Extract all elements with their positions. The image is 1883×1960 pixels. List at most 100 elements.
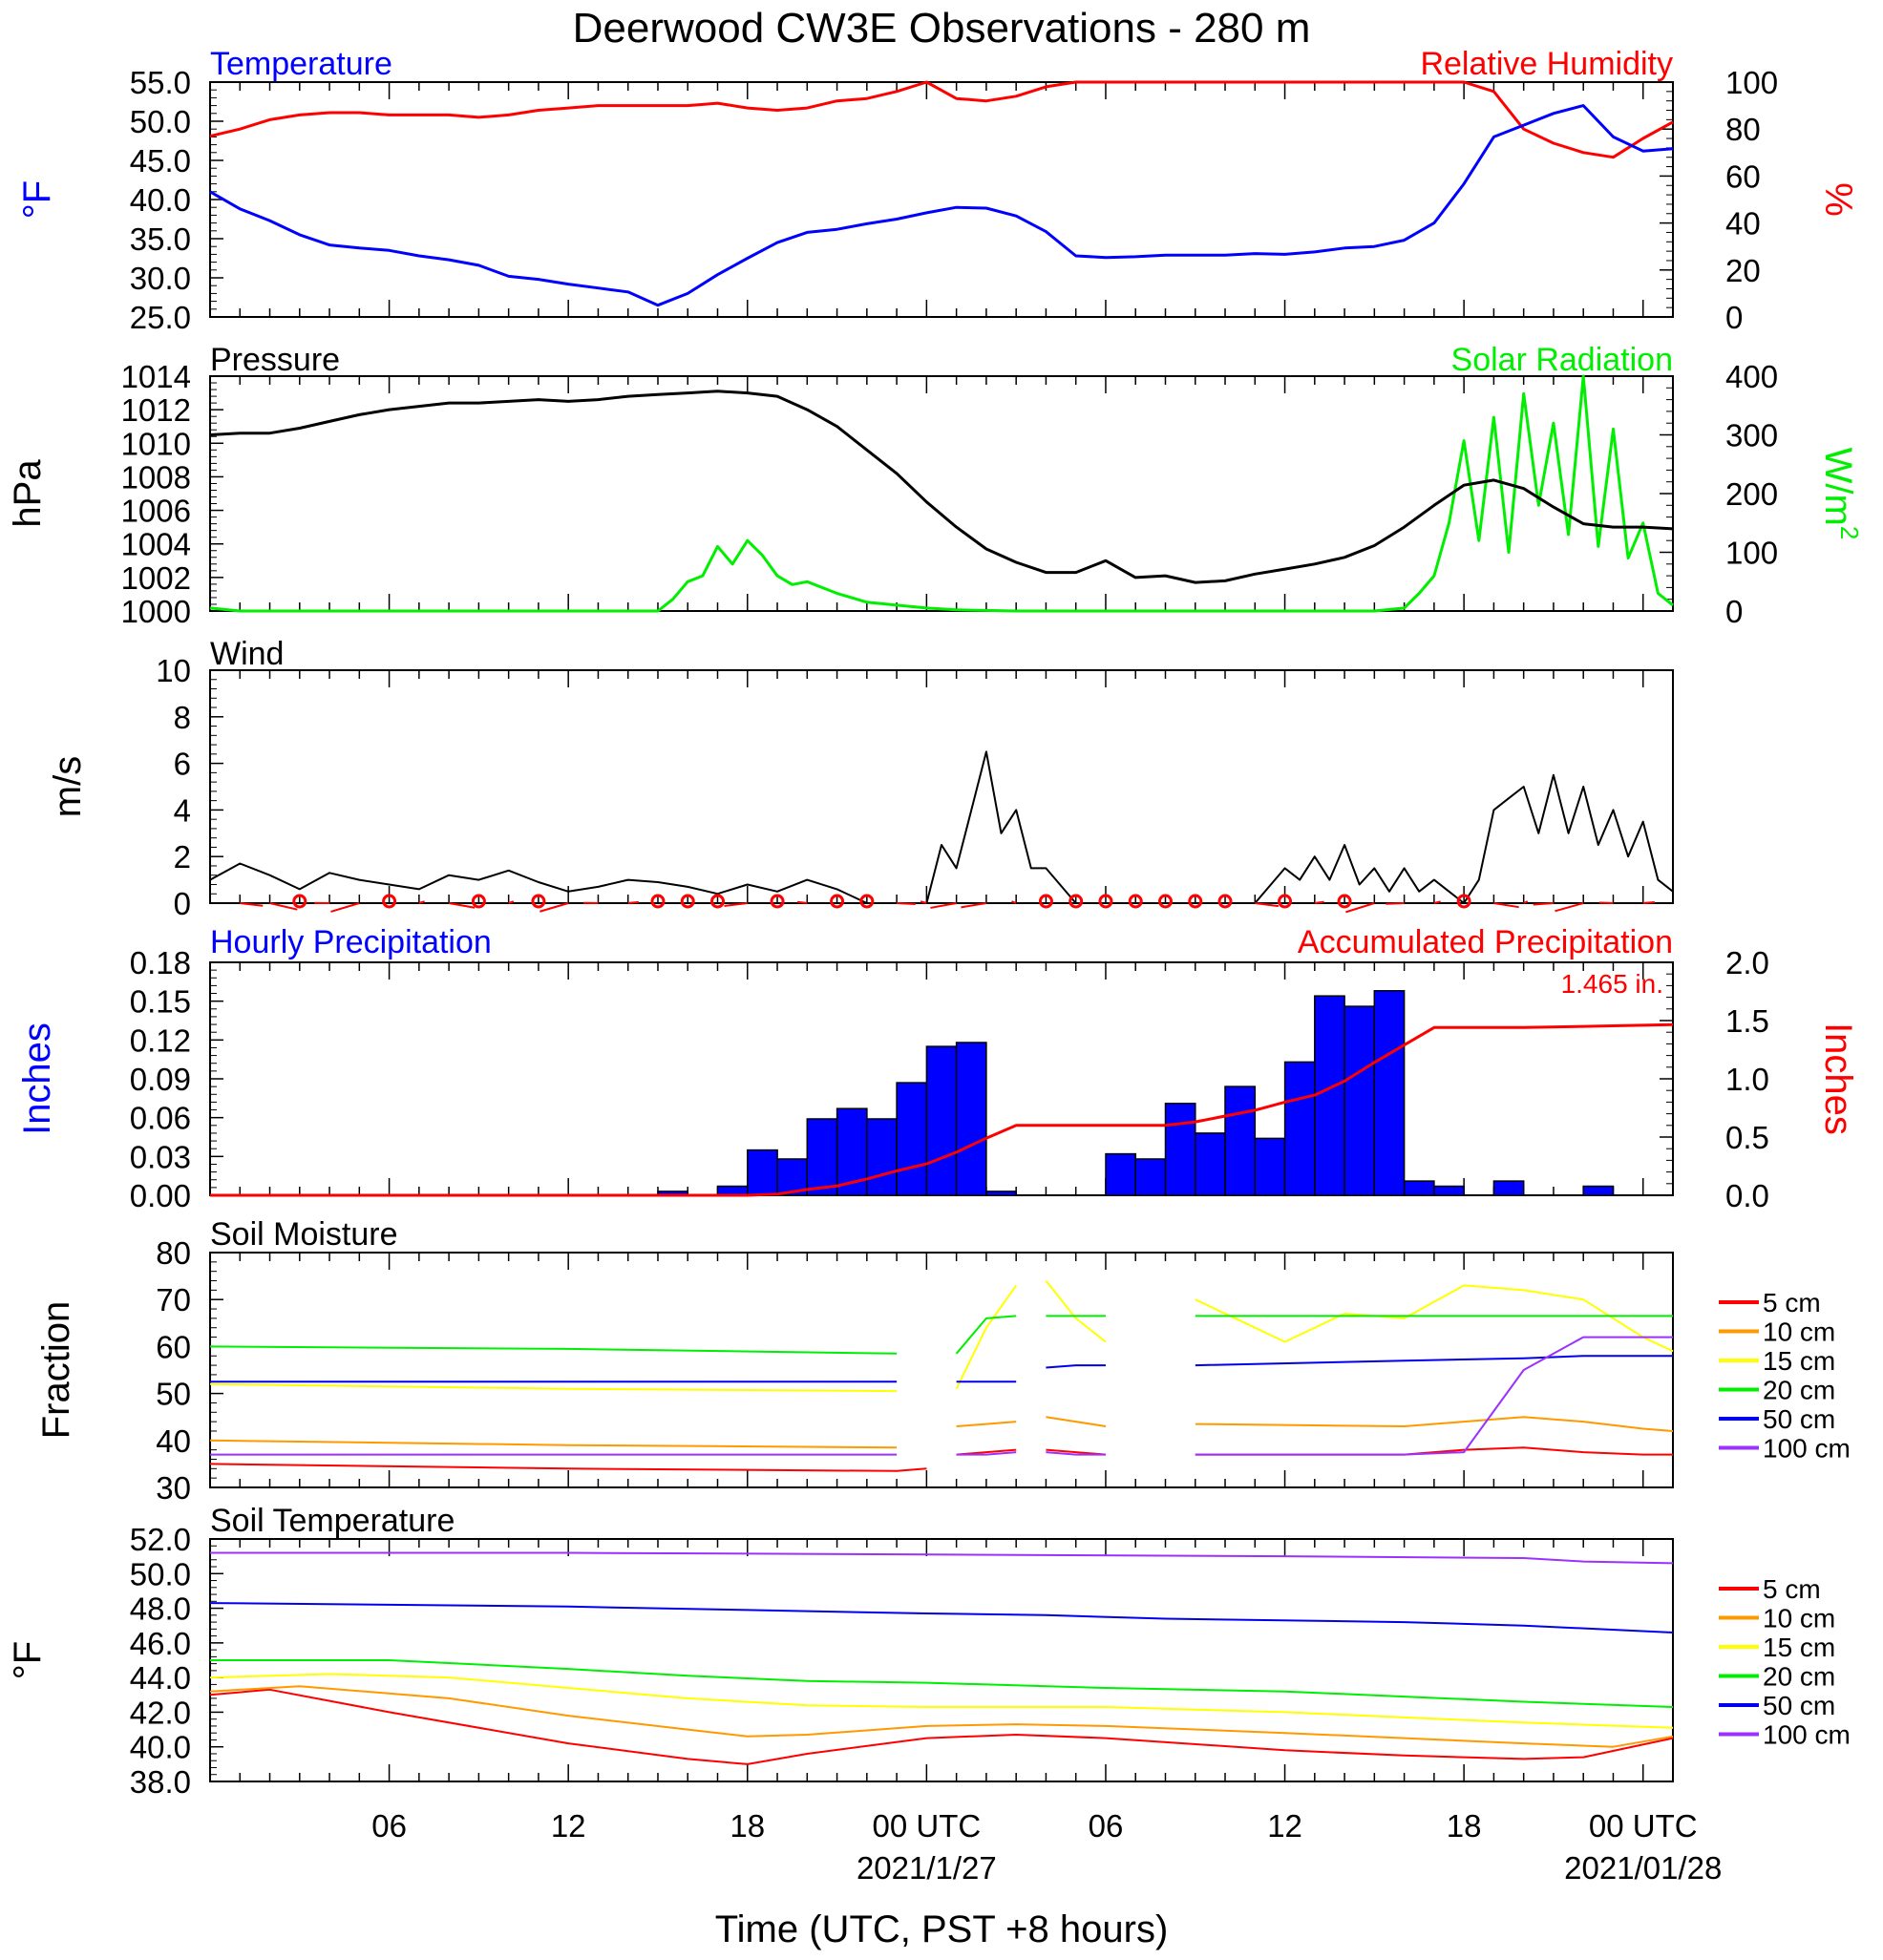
pressure-tick-label: 1010	[121, 426, 191, 461]
pressure-tick-label: 1004	[121, 527, 191, 562]
chart-title: Deerwood CW3E Observations - 280 m	[573, 5, 1311, 52]
hourly-precip-bar	[1582, 1185, 1615, 1196]
accum-precip-tick-label: 1.5	[1725, 1003, 1769, 1039]
wind-barb	[1433, 900, 1441, 904]
soil-moisture-10-cm-line	[209, 1416, 1674, 1449]
wind-barb	[540, 902, 569, 913]
hourly-precip-bar	[955, 1042, 987, 1196]
soil-moisture-15-cm-line	[209, 1279, 1674, 1393]
pressure-tick-label: 1014	[121, 359, 191, 394]
soil-moisture-5-cm-line	[209, 1446, 1673, 1472]
x-tick-label: 06	[1089, 1808, 1124, 1844]
calm-wind-marker	[1068, 894, 1084, 909]
solar-tick-label: 300	[1725, 418, 1778, 453]
solar-label: Solar Radiation	[1451, 342, 1673, 378]
x-date-label: 2021/01/28	[1564, 1850, 1722, 1886]
wind-barb	[330, 902, 360, 913]
accum-precip-tick-label: 2.0	[1725, 945, 1769, 980]
legend-label-50-cm: 50 cm	[1763, 1404, 1835, 1434]
x-date-label: 2021/1/27	[857, 1850, 997, 1886]
calm-wind-marker	[859, 894, 875, 909]
wind-tick-label: 8	[174, 700, 191, 735]
accum-precip-tick-label: 1.0	[1725, 1062, 1769, 1097]
wind-barb	[448, 902, 476, 909]
pressure-tick-label: 1006	[121, 494, 191, 529]
legend-label-15-cm: 15 cm	[1763, 1633, 1835, 1662]
calm-wind-marker	[471, 894, 486, 909]
hourly-precip-label: Hourly Precipitation	[210, 924, 492, 960]
hourly-precip-bar	[866, 1118, 898, 1196]
wind-barb	[961, 902, 987, 909]
hourly-precip-bar	[896, 1082, 928, 1196]
temperature-tick-label: 55.0	[130, 65, 191, 100]
soil-temperature-15-cm-line	[209, 1673, 1674, 1729]
pressure-label: Pressure	[210, 342, 340, 378]
accum-precip-tick-label: 0.0	[1725, 1178, 1769, 1213]
soil-temperature-tick-label: 40.0	[130, 1730, 191, 1765]
humidity-tick-label: 60	[1725, 158, 1761, 194]
pressure-tick-label: 1012	[121, 392, 191, 428]
humidity-tick-label: 80	[1725, 112, 1761, 147]
hourly-precip-bar	[925, 1045, 958, 1196]
solar-unit: W/m2	[1817, 448, 1864, 540]
wind-tick-label: 10	[156, 653, 191, 688]
wind-barb	[920, 900, 927, 904]
x-tick-label: 18	[730, 1808, 765, 1844]
soil-temperature-unit: °F	[7, 1641, 49, 1679]
calm-wind-marker	[382, 894, 397, 909]
hourly-precip-bar	[1433, 1185, 1465, 1196]
x-tick-label: 00 UTC	[1589, 1808, 1698, 1844]
soil-temperature-20-cm-line	[210, 1659, 1674, 1708]
wind-label: Wind	[210, 636, 284, 672]
humidity-label: Relative Humidity	[1420, 46, 1673, 82]
soil-moisture-tick-label: 50	[156, 1377, 191, 1412]
wind-barb	[508, 900, 515, 904]
wind-unit: m/s	[47, 756, 89, 817]
calm-wind-marker	[1098, 894, 1113, 909]
wind-barb	[418, 900, 425, 904]
legend-label-5-cm: 5 cm	[1763, 1288, 1821, 1317]
legend-label-10-cm: 10 cm	[1763, 1604, 1835, 1633]
legend-label-100-cm: 100 cm	[1763, 1434, 1851, 1464]
soil-temperature-tick-label: 44.0	[130, 1660, 191, 1696]
hourly-precip-bar	[1254, 1137, 1286, 1196]
temperature-tick-label: 25.0	[130, 300, 191, 335]
legend-label-10-cm: 10 cm	[1763, 1317, 1835, 1347]
hourly-precip-bar	[1373, 990, 1406, 1196]
hourly-precip-tick-label: 0.03	[130, 1139, 191, 1174]
hourly-precip-bar	[1283, 1061, 1316, 1196]
solar-line	[209, 374, 1674, 613]
soil-moisture-tick-label: 30	[156, 1470, 191, 1506]
soil-moisture-tick-label: 70	[156, 1282, 191, 1317]
solar-tick-label: 0	[1725, 594, 1743, 629]
wind-speed-line	[209, 750, 1674, 904]
calm-wind-marker	[1278, 894, 1293, 909]
calm-wind-marker	[292, 894, 307, 909]
accum-precip-line	[210, 1022, 1674, 1197]
wind-barb	[796, 900, 808, 904]
hourly-precip-bar	[1164, 1103, 1196, 1196]
wind-barb	[1523, 900, 1529, 904]
hourly-precip-bar	[1224, 1085, 1257, 1196]
hourly-precip-unit: Inches	[16, 1022, 58, 1135]
wind-barb	[897, 902, 916, 905]
temperature-tick-label: 45.0	[130, 143, 191, 179]
humidity-tick-label: 100	[1725, 65, 1778, 100]
calm-wind-marker	[1188, 894, 1203, 909]
humidity-line	[209, 80, 1674, 159]
panel-frame-5	[209, 1252, 1674, 1488]
soil-temperature-tick-label: 42.0	[130, 1695, 191, 1730]
hourly-precip-bar	[1195, 1132, 1226, 1196]
soil-temperature-50-cm-line	[209, 1602, 1674, 1633]
x-tick-label: 12	[1267, 1808, 1302, 1844]
hourly-precip-bar	[1314, 995, 1345, 1196]
wind-barb	[1493, 902, 1519, 909]
soil-moisture-unit: Fraction	[35, 1301, 77, 1440]
calm-wind-marker	[680, 894, 695, 909]
hourly-precip-bar	[747, 1149, 778, 1196]
wind-barb	[1345, 902, 1375, 914]
calm-wind-marker	[710, 894, 726, 909]
soil-moisture-100-cm-line	[210, 1336, 1673, 1456]
solar-tick-label: 100	[1725, 536, 1778, 571]
